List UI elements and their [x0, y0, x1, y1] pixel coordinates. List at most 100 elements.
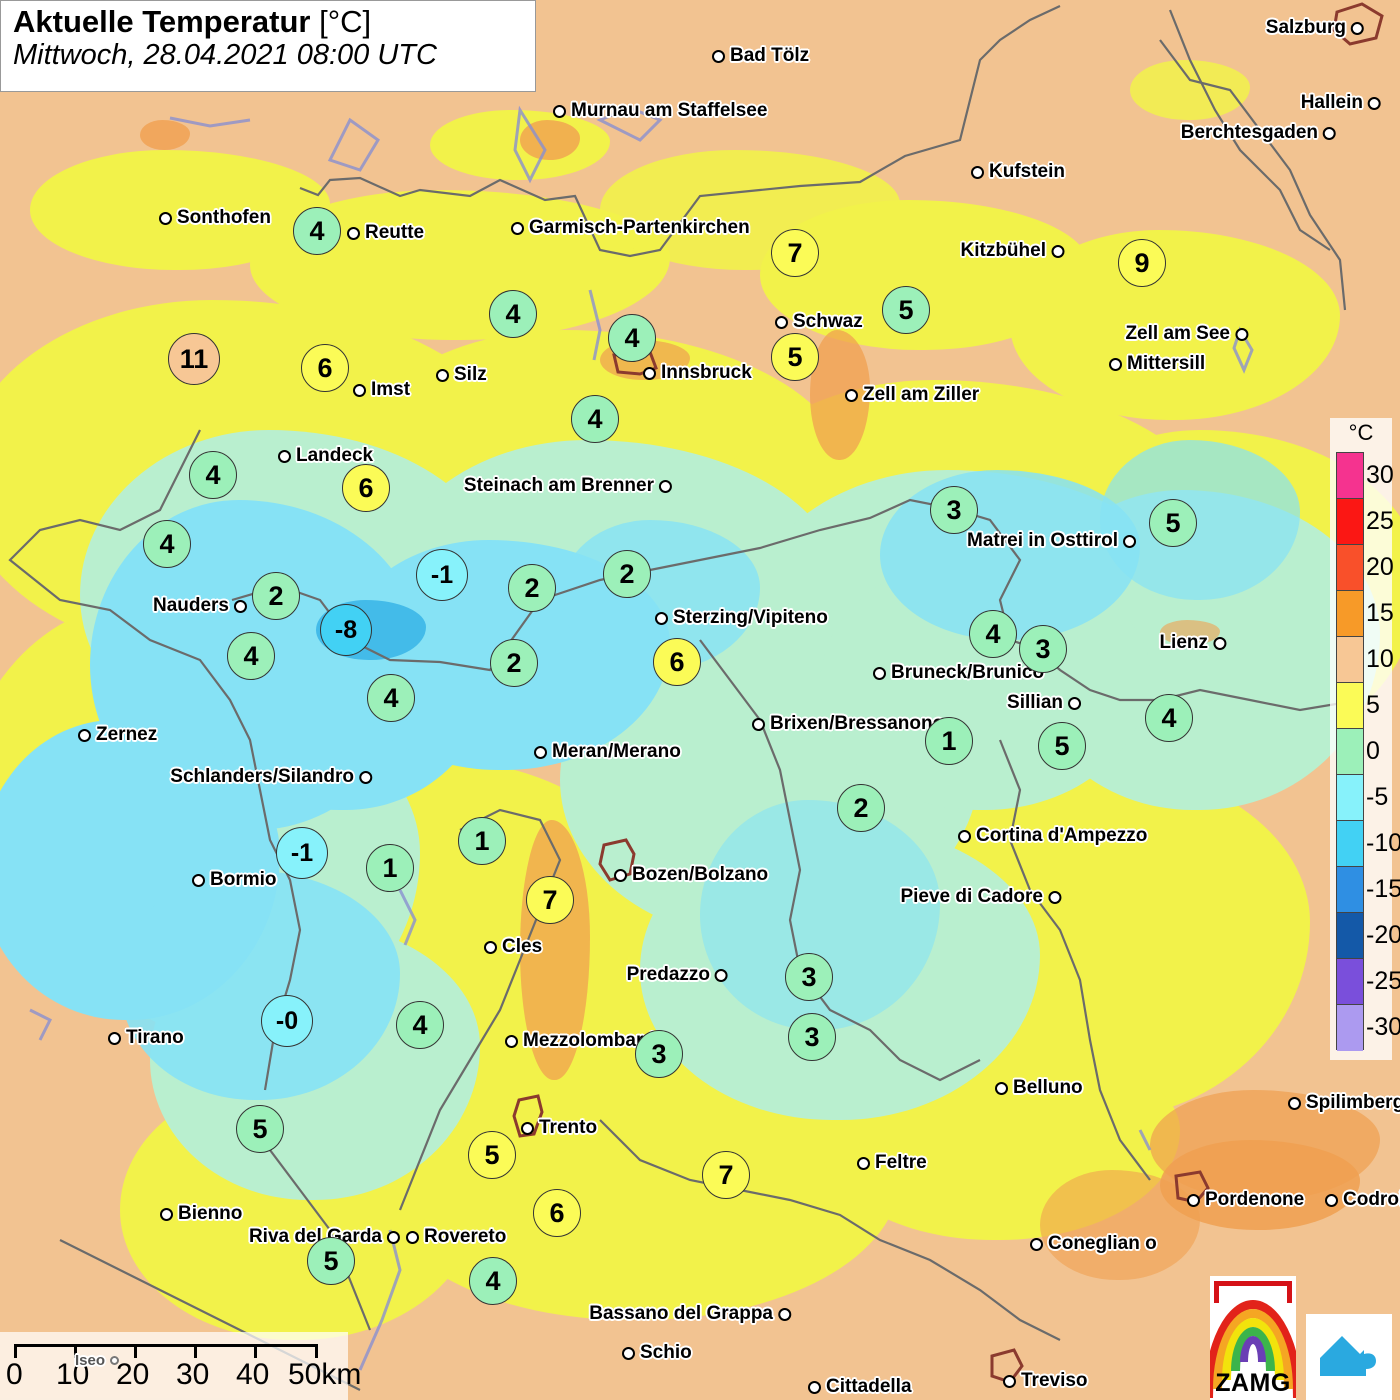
city-label-imst: Imst [353, 379, 410, 401]
city-name: Bozen/Bolzano [632, 864, 769, 885]
station-temperature-marker[interactable]: 7 [702, 1151, 750, 1199]
city-marker-dot [1030, 1237, 1043, 1251]
city-marker-dot [347, 226, 360, 240]
station-temperature-marker[interactable]: 6 [653, 638, 701, 686]
station-temperature-marker[interactable]: 2 [252, 572, 300, 620]
station-temperature-marker[interactable]: 4 [1145, 694, 1193, 742]
station-temperature-marker[interactable]: 4 [396, 1001, 444, 1049]
scale-tick [254, 1344, 257, 1358]
station-temperature-marker[interactable]: 3 [785, 953, 833, 1001]
city-marker-dot [1051, 244, 1064, 258]
city-name: Schlanders/Silandro [170, 766, 354, 787]
city-label-riva-del-garda: Riva del Garda [249, 1226, 400, 1248]
station-temperature-marker[interactable]: 7 [771, 229, 819, 277]
title-main-text: Aktuelle Temperatur [13, 4, 311, 39]
city-marker-dot [278, 449, 291, 463]
station-temperature-marker[interactable]: 1 [925, 717, 973, 765]
city-name: Mittersill [1127, 353, 1206, 374]
station-temperature-marker[interactable]: 4 [143, 520, 191, 568]
city-label-hallein: Hallein [1301, 92, 1381, 114]
station-temperature-marker[interactable]: 5 [236, 1105, 284, 1153]
city-name: Hallein [1300, 92, 1363, 113]
station-temperature-marker[interactable]: 4 [189, 451, 237, 499]
station-temperature-marker[interactable]: 3 [788, 1013, 836, 1061]
station-temperature-marker[interactable]: 9 [1118, 239, 1166, 287]
city-marker-dot [108, 1031, 121, 1045]
station-temperature-marker[interactable]: 3 [635, 1030, 683, 1078]
city-marker-dot [484, 940, 497, 954]
station-temperature-marker[interactable]: 2 [837, 784, 885, 832]
city-name: Bienno [178, 1203, 243, 1224]
station-temperature-marker[interactable]: 1 [366, 844, 414, 892]
city-name: Kufstein [989, 161, 1065, 182]
city-marker-dot [857, 1156, 870, 1170]
station-temperature-marker[interactable]: -1 [416, 549, 468, 601]
station-temperature-marker[interactable]: 5 [1038, 722, 1086, 770]
city-label-berchtesgaden: Berchtesgaden [1181, 122, 1336, 144]
city-marker-dot [234, 599, 247, 613]
station-temperature-marker[interactable]: 4 [227, 632, 275, 680]
map-title-box: Aktuelle Temperatur [°C] Mittwoch, 28.04… [0, 0, 536, 92]
city-name: Landeck [296, 445, 374, 466]
city-marker-dot [1235, 327, 1248, 341]
station-temperature-marker[interactable]: 11 [168, 333, 220, 385]
city-label-bassano-del-grappa: Bassano del Grappa [589, 1303, 791, 1325]
station-temperature-marker[interactable]: 4 [571, 395, 619, 443]
station-temperature-marker[interactable]: -1 [276, 827, 328, 879]
city-label-murnau-am-staffelsee: Murnau am Staffelsee [553, 100, 767, 122]
legend-tick-label: 30 [1366, 461, 1394, 489]
scale-tick [194, 1344, 197, 1358]
city-label-rovereto: Rovereto [406, 1226, 506, 1248]
station-temperature-marker[interactable]: 6 [301, 344, 349, 392]
city-marker-dot [712, 49, 725, 63]
legend-swatch [1337, 729, 1363, 775]
station-temperature-marker[interactable]: 6 [342, 464, 390, 512]
city-marker-dot [359, 770, 372, 784]
city-marker-dot [752, 717, 765, 731]
station-temperature-marker[interactable]: 5 [771, 333, 819, 381]
station-temperature-marker[interactable]: 4 [469, 1257, 517, 1305]
station-temperature-marker[interactable]: 7 [526, 876, 574, 924]
station-temperature-marker[interactable]: 2 [490, 639, 538, 687]
station-temperature-marker[interactable]: 5 [307, 1237, 355, 1285]
city-marker-dot [655, 611, 668, 625]
station-temperature-marker[interactable]: 6 [533, 1189, 581, 1237]
station-temperature-marker[interactable]: -0 [261, 995, 313, 1047]
station-temperature-marker[interactable]: 4 [367, 674, 415, 722]
city-marker-dot [643, 366, 656, 380]
station-temperature-marker[interactable]: 1 [458, 817, 506, 865]
city-name: Trento [539, 1117, 598, 1138]
station-temperature-marker[interactable]: 3 [1019, 625, 1067, 673]
city-label-lienz: Lienz [1159, 632, 1226, 654]
city-name: Riva del Garda [248, 1226, 382, 1247]
scale-label-10: 10 [56, 1358, 90, 1391]
city-name: Lienz [1159, 632, 1208, 653]
station-temperature-marker[interactable]: 5 [882, 286, 930, 334]
station-temperature-marker[interactable]: 4 [608, 314, 656, 362]
city-marker-dot [387, 1230, 400, 1244]
legend-swatch [1337, 683, 1363, 729]
city-name: Pieve di Cadore [900, 886, 1043, 907]
station-temperature-marker[interactable]: 2 [603, 550, 651, 598]
station-temperature-marker[interactable]: -8 [320, 604, 372, 656]
city-label-pordenone: Pordenone [1187, 1189, 1304, 1211]
city-name: Zernez [96, 724, 158, 745]
station-temperature-marker[interactable]: 4 [293, 207, 341, 255]
station-temperature-marker[interactable]: 5 [468, 1131, 516, 1179]
city-label-sterzing-vipiteno: Sterzing/Vipiteno [655, 607, 828, 629]
station-temperature-marker[interactable]: 3 [930, 486, 978, 534]
city-marker-dot [534, 745, 547, 759]
station-temperature-marker[interactable]: 4 [969, 610, 1017, 658]
station-temperature-marker[interactable]: 2 [508, 564, 556, 612]
station-temperature-marker[interactable]: 4 [489, 290, 537, 338]
city-label-sillian: Sillian [1007, 692, 1081, 714]
city-label-kufstein: Kufstein [971, 161, 1065, 183]
city-label-bruneck-brunico: Bruneck/Brunico [873, 662, 1044, 684]
city-label-trento: Trento [521, 1117, 597, 1139]
city-name: Cittadella [826, 1376, 912, 1397]
city-label-zernez: Zernez [78, 724, 157, 746]
city-marker-dot [971, 165, 984, 179]
legend-color-bar [1336, 452, 1364, 1051]
station-temperature-marker[interactable]: 5 [1149, 499, 1197, 547]
